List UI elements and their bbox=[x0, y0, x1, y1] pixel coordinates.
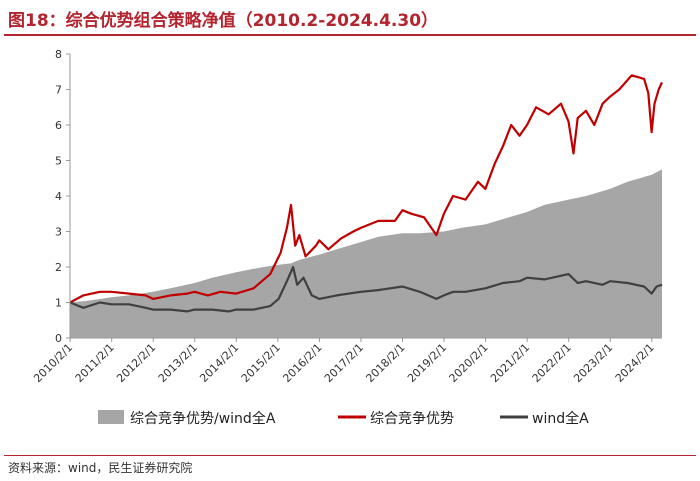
x-tick-label: 2019/2/1 bbox=[405, 341, 449, 385]
footer-divider bbox=[4, 455, 696, 456]
x-tick-label: 2018/2/1 bbox=[363, 341, 407, 385]
legend-label: wind全A bbox=[532, 410, 589, 427]
y-tick-label: 4 bbox=[55, 190, 62, 203]
y-tick-label: 2 bbox=[55, 261, 62, 274]
series-line-2 bbox=[69, 265, 663, 313]
x-tick-label: 2012/2/1 bbox=[114, 341, 158, 385]
x-tick-label: 2023/2/1 bbox=[571, 341, 615, 385]
y-tick-label: 1 bbox=[55, 297, 62, 310]
x-tick-label: 2017/2/1 bbox=[322, 341, 366, 385]
legend: 综合竞争优势/wind全A 综合竞争优势 wind全A bbox=[98, 410, 589, 427]
y-tick-label: 7 bbox=[55, 84, 62, 97]
y-tick-label: 3 bbox=[55, 226, 62, 239]
x-tick-label: 2011/2/1 bbox=[73, 341, 117, 385]
x-tick-label: 2015/2/1 bbox=[239, 341, 283, 385]
y-tick-label: 6 bbox=[55, 119, 62, 132]
y-tick-label: 8 bbox=[55, 48, 62, 61]
x-tick-label: 2022/2/1 bbox=[530, 341, 574, 385]
legend-swatch-area bbox=[98, 410, 124, 424]
x-tick-label: 2013/2/1 bbox=[156, 341, 200, 385]
series-area-0 bbox=[70, 169, 662, 338]
x-tick-label: 2014/2/1 bbox=[197, 341, 241, 385]
chart: 0 1 2 3 4 5 6 7 8 2010/2/12011/2/12012/2/12013/2/… bbox=[31, 48, 663, 427]
x-tick-label: 2010/2/1 bbox=[31, 341, 75, 385]
source-note: 资料来源：wind，民生证券研究院 bbox=[8, 461, 193, 475]
title-divider bbox=[4, 34, 696, 36]
x-tick-label: 2024/2/1 bbox=[613, 341, 657, 385]
legend-label: 综合竞争优势/wind全A bbox=[130, 410, 276, 427]
legend-label: 综合竞争优势 bbox=[370, 410, 454, 427]
x-tick-label: 2021/2/1 bbox=[488, 341, 532, 385]
x-tick-label: 2020/2/1 bbox=[447, 341, 491, 385]
y-tick-label: 5 bbox=[55, 155, 62, 168]
chart-title: 图18：综合优势组合策略净值（2010.2-2024.4.30） bbox=[8, 11, 439, 31]
plot-layer bbox=[69, 74, 663, 338]
x-tick-label: 2016/2/1 bbox=[280, 341, 324, 385]
series-line-1 bbox=[69, 74, 663, 304]
y-tick-label: 0 bbox=[55, 332, 62, 345]
